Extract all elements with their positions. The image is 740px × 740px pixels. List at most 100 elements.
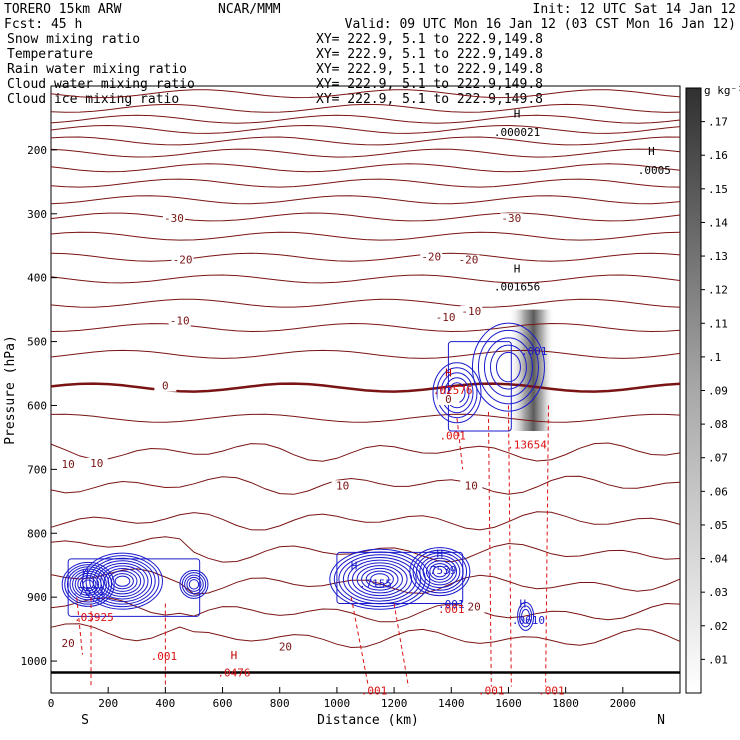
cloud-water-contour — [521, 608, 531, 624]
label-bg — [460, 305, 483, 317]
colorbar-tick-label: .08 — [708, 418, 728, 431]
cloud-water-contour — [186, 576, 202, 592]
field-value-label: .001656 — [494, 280, 540, 293]
isotherm-label: 10 — [62, 458, 75, 471]
max-marker: H — [351, 560, 358, 573]
isotherm-line — [50, 195, 681, 205]
label-bg — [420, 251, 443, 263]
cloud-water-contour — [432, 362, 482, 424]
cloud-water-contour — [440, 372, 474, 414]
cloud-water-contour — [471, 322, 545, 412]
x-tick-label: 200 — [98, 697, 118, 710]
colorbar-tick-label: .03 — [708, 586, 728, 599]
cloud-water-contour — [519, 605, 533, 628]
label-bg — [460, 480, 483, 492]
y-axis: 200 300 400 500 600 700 800 900 1000 — [21, 144, 57, 668]
isotherm-label: 10 — [336, 479, 349, 492]
legend-xy: XY= 222.9, 5.1 to 222.9,149.8 — [316, 62, 543, 77]
field-value-label: .001 — [439, 429, 466, 442]
rain-water-contour — [545, 405, 549, 687]
cloud-water-contour — [477, 329, 539, 405]
isotherm-line — [50, 475, 681, 495]
max-marker: H — [445, 367, 452, 380]
cloud-water-contour — [361, 567, 399, 591]
field-value-label: .13654 — [507, 438, 547, 451]
rain-water-contours — [76, 405, 549, 687]
cloud-water-contour — [342, 556, 417, 602]
field-value-label: .000021 — [494, 126, 540, 139]
isotherm-line — [50, 623, 681, 649]
colorbar-tick-label: .11 — [708, 317, 728, 330]
y-tick-label: 300 — [27, 208, 47, 221]
rain-water-contour — [350, 597, 369, 687]
y-tick-label: 700 — [27, 463, 47, 476]
init-time: Init: 12 UTC Sat 14 Jan 12 — [533, 2, 737, 17]
isotherm-line — [50, 568, 681, 595]
cloud-water-contour — [409, 547, 471, 597]
cloud-water-contour — [517, 601, 535, 631]
legend-name: Temperature — [7, 47, 93, 62]
cloud-water-contour — [72, 570, 105, 599]
x-tick-label: 1400 — [438, 697, 465, 710]
isotherm-line — [50, 349, 681, 359]
y-tick-label: 600 — [27, 399, 47, 412]
field-value-label: .7155 — [359, 578, 392, 591]
center-name: NCAR/MMM — [218, 2, 281, 17]
colorbar-tick-label: .09 — [708, 385, 728, 398]
colorbar-tick-label: .1 — [708, 351, 721, 364]
field-value-label: .001 — [438, 598, 465, 611]
label-bg — [162, 213, 185, 225]
cloud-water-contour — [103, 567, 142, 595]
legend: Snow mixing ratio XY= 222.9, 5.1 to 222.9… — [7, 32, 543, 107]
label-bg — [171, 254, 194, 266]
field-value-label: .7539 — [423, 564, 456, 577]
y-tick-label: 500 — [27, 336, 47, 349]
field-value-label: .001 — [521, 345, 548, 358]
cloud-water-envelope — [336, 551, 464, 605]
isotherm-line — [50, 413, 681, 423]
isotherm-label: -20 — [421, 251, 441, 264]
isotherm-label: -10 — [170, 314, 190, 327]
cloud-water-contour — [64, 564, 113, 605]
colorbar-unit: g kg⁻¹ — [704, 84, 740, 97]
isotherm-line — [50, 103, 681, 113]
field-value-label: .0610 — [512, 614, 545, 627]
colorbar-tick-label: .04 — [708, 553, 728, 566]
colorbar-ramp — [685, 87, 702, 694]
isotherm-label: 0 — [445, 393, 452, 406]
y-tick-label: 800 — [27, 527, 47, 540]
label-bg — [57, 459, 80, 471]
cloud-water-contour — [365, 570, 394, 588]
colorbar-tick-label: .12 — [708, 284, 728, 297]
cloud-water-contour — [412, 549, 468, 594]
cloud-water-contour — [351, 562, 408, 597]
legend-name: Snow mixing ratio — [7, 32, 140, 47]
forecast-hour: Fcst: 45 h — [4, 17, 82, 32]
isotherm-line — [50, 298, 681, 308]
cloud-water-contour — [370, 573, 390, 586]
label-bg — [154, 380, 177, 392]
label-bg — [168, 315, 191, 327]
colorbar-tick-label: .06 — [708, 485, 728, 498]
label-bg — [434, 312, 457, 324]
x-tick-label: 1600 — [495, 697, 522, 710]
cloud-water-contour — [356, 565, 403, 594]
rain-water-contour — [487, 411, 492, 687]
max-marker: H — [648, 145, 655, 158]
max-marker: H — [82, 567, 89, 580]
label-bg — [463, 601, 486, 613]
cloud-water-contour — [181, 572, 207, 597]
contour-labels: -30 -30 -20 -20 -20 -10 -10 -10 0 0 10 10 10 10 20 20 20… — [57, 126, 671, 697]
colorbar-tick-label: .15 — [708, 183, 728, 196]
plot-area: -30 -30 -20 -20 -20 -10 -10 -10 0 0 10 10 10 10 20 20 20… — [21, 85, 681, 710]
legend-name: Rain water mixing ratio — [7, 62, 187, 77]
isotherm-label: 20 — [279, 640, 292, 653]
cloud-water-contour — [184, 574, 204, 595]
isotherm-label: -10 — [461, 305, 481, 318]
cloud-water-contour — [92, 560, 153, 603]
cloud-water-contour — [422, 557, 458, 586]
max-marker: H — [519, 597, 526, 610]
cloud-water-contour — [489, 344, 527, 390]
cloud-water-contour — [426, 560, 454, 583]
